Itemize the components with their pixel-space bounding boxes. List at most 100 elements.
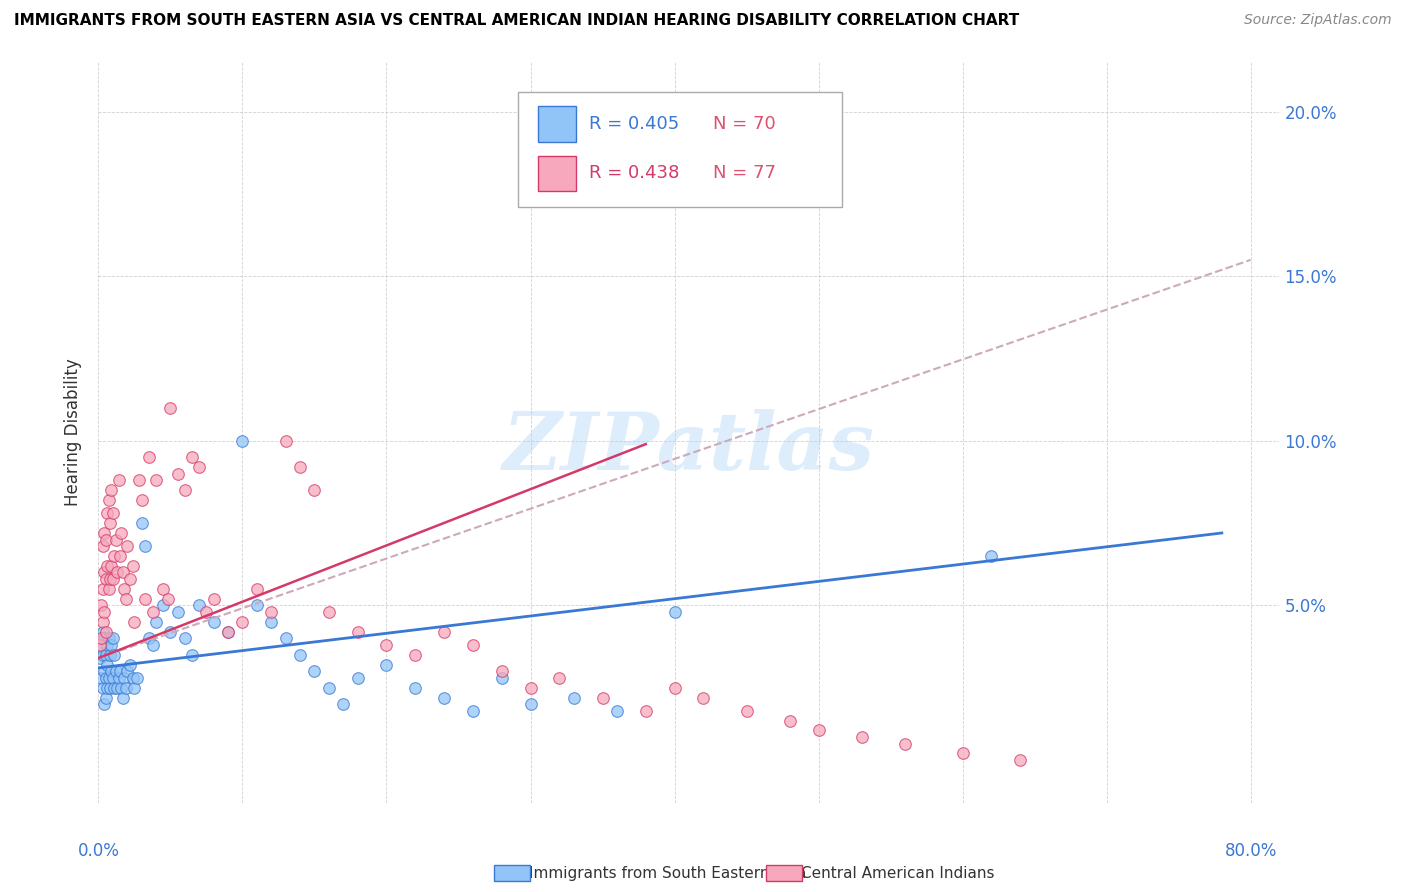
- Point: [131, 516, 153, 530]
- Text: N = 77: N = 77: [713, 164, 776, 183]
- Point: [108, 664, 131, 678]
- Point: [100, 638, 122, 652]
- Point: [634, 704, 657, 718]
- Point: [104, 533, 127, 547]
- Point: [142, 605, 165, 619]
- Point: [461, 638, 484, 652]
- Point: [115, 539, 138, 553]
- Point: [90, 638, 112, 652]
- Point: [103, 648, 125, 662]
- Point: [94, 572, 117, 586]
- Point: [98, 572, 121, 586]
- Point: [124, 615, 146, 629]
- Point: [128, 473, 150, 487]
- Point: [152, 582, 174, 596]
- Point: [127, 671, 149, 685]
- Point: [346, 624, 368, 639]
- Point: [91, 624, 114, 639]
- Point: [91, 539, 114, 553]
- Point: [142, 638, 165, 652]
- Point: [90, 632, 112, 646]
- Point: [98, 516, 121, 530]
- Point: [120, 657, 142, 672]
- Point: [274, 632, 297, 646]
- Point: [96, 558, 118, 573]
- Point: [97, 671, 120, 685]
- Point: [94, 690, 117, 705]
- Point: [375, 638, 398, 652]
- Point: [433, 690, 456, 705]
- Point: [231, 615, 253, 629]
- Point: [94, 671, 117, 685]
- Text: 0.0%: 0.0%: [77, 842, 120, 860]
- Point: [134, 591, 156, 606]
- Point: [779, 714, 801, 728]
- Point: [105, 681, 128, 695]
- Point: [592, 690, 614, 705]
- Point: [90, 671, 112, 685]
- Point: [104, 664, 127, 678]
- Point: [131, 493, 153, 508]
- Point: [145, 473, 167, 487]
- Point: [93, 566, 115, 580]
- Text: R = 0.405: R = 0.405: [589, 115, 679, 133]
- Point: [156, 591, 179, 606]
- Point: [91, 648, 114, 662]
- Point: [181, 648, 204, 662]
- Point: [96, 506, 118, 520]
- Point: [404, 648, 426, 662]
- Point: [96, 681, 118, 695]
- FancyBboxPatch shape: [537, 156, 575, 191]
- Point: [606, 704, 628, 718]
- Point: [89, 651, 111, 665]
- Point: [562, 690, 585, 705]
- Point: [145, 615, 167, 629]
- Point: [288, 460, 311, 475]
- Text: Source: ZipAtlas.com: Source: ZipAtlas.com: [1244, 13, 1392, 28]
- Point: [188, 460, 211, 475]
- Point: [94, 533, 117, 547]
- Point: [93, 605, 115, 619]
- Text: ZIPatlas: ZIPatlas: [503, 409, 875, 486]
- Point: [274, 434, 297, 448]
- Point: [231, 434, 253, 448]
- Point: [94, 624, 117, 639]
- Point: [89, 638, 111, 652]
- Point: [202, 591, 225, 606]
- Point: [166, 467, 188, 481]
- Point: [97, 582, 120, 596]
- Point: [107, 473, 129, 487]
- Point: [122, 558, 145, 573]
- Y-axis label: Hearing Disability: Hearing Disability: [65, 359, 83, 507]
- Point: [112, 582, 135, 596]
- Point: [851, 730, 873, 744]
- Point: [107, 671, 129, 685]
- Point: [318, 605, 340, 619]
- Point: [110, 526, 132, 541]
- Point: [491, 664, 513, 678]
- Point: [519, 697, 541, 711]
- Point: [692, 690, 714, 705]
- Point: [114, 681, 136, 695]
- Point: [260, 605, 283, 619]
- Point: [96, 657, 118, 672]
- Text: N = 70: N = 70: [713, 115, 775, 133]
- Point: [304, 664, 326, 678]
- Text: R = 0.438: R = 0.438: [589, 164, 679, 183]
- Point: [101, 671, 124, 685]
- Point: [103, 681, 125, 695]
- Point: [108, 549, 131, 563]
- Point: [98, 681, 121, 695]
- Point: [461, 704, 484, 718]
- Point: [100, 558, 122, 573]
- Point: [94, 648, 117, 662]
- Point: [1010, 753, 1032, 767]
- Point: [93, 664, 115, 678]
- Point: [664, 681, 686, 695]
- Text: 80.0%: 80.0%: [1225, 842, 1277, 860]
- Point: [110, 681, 132, 695]
- Point: [103, 549, 125, 563]
- Point: [101, 506, 124, 520]
- Point: [105, 566, 128, 580]
- FancyBboxPatch shape: [517, 92, 842, 207]
